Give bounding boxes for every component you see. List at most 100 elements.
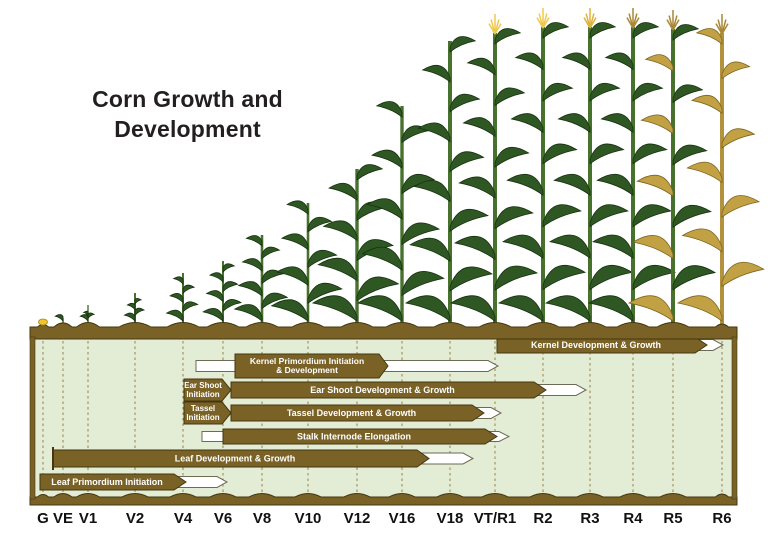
corn-leaf [632,204,672,228]
phase-tassel-development-growth: Tassel Development & Growth [230,404,503,422]
corn-leaf [587,295,634,322]
corn-plant-v10 [270,200,343,327]
corn-leaf [182,284,196,295]
corn-leaf [681,228,723,253]
corn-plant-vt-r1 [449,14,539,327]
corn-leaf [449,266,494,292]
corn-leaf [165,309,184,322]
corn-leaf [208,272,224,283]
corn-leaf [286,200,309,215]
tassel-branch [542,17,550,29]
corn-leaf [596,173,634,197]
corn-leaf [361,246,403,271]
corn-plant-v12 [311,164,400,327]
corn-leaf [542,264,587,291]
corn-leaf [280,233,309,251]
corn-leaf [449,93,481,113]
axis-label-r5: R5 [663,510,682,527]
corn-leaf [549,234,591,259]
corn-leaf [686,161,723,184]
corn-leaf [494,146,530,168]
ear-shoot-initiation-bar [183,378,232,402]
axis-label-v4: V4 [174,510,193,527]
corn-leaf [542,22,570,39]
axis-label-v12: V12 [344,510,371,527]
tassel-branch [589,17,597,29]
axis-label-v6: V6 [214,510,232,527]
corn-leaf [561,52,591,71]
corn-leaf [237,281,263,297]
corn-leaf [134,297,143,306]
phase-stalk-internode-elongation: Stalk Internode Elongation [201,428,511,445]
corn-leaf [632,143,668,165]
corn-seed-icon [38,318,48,326]
corn-leaf [494,87,526,107]
tassel-branch [494,23,502,35]
corn-plant-v6 [202,261,243,327]
corn-leaf [542,143,578,165]
axis-label-r2: R2 [533,510,552,527]
kernel-primordium-initiation-development-label-line2: & Development [276,365,338,375]
corn-leaf [589,143,625,165]
corn-leaf [589,82,621,102]
corn-plant-r5 [627,10,717,327]
corn-leaf [544,295,591,322]
corn-leaf [356,276,400,302]
corn-leaf [557,113,591,134]
tassel-icon [583,8,597,29]
corn-leaf [721,261,765,288]
corn-plant-v1 [79,305,96,327]
corn-plant-v2 [123,293,146,327]
corn-leaf [542,204,582,228]
corn-leaf [356,164,384,181]
kernel-primordium-initiation-development-label-line1: Kernel Primordium Initiation [250,356,364,366]
corn-leaf [494,206,534,230]
tassel-branch [721,23,729,35]
axis-label-v18: V18 [437,510,464,527]
corn-leaf [205,290,224,303]
diagram-title: Corn Growth and Development [40,84,335,144]
corn-leaf [632,22,660,39]
corn-leaf [134,307,146,317]
tassel-initiation-bar [183,401,232,425]
corn-leaf [690,94,723,115]
corn-leaf [494,28,522,45]
corn-leaf [370,149,403,169]
corn-leaf [169,293,184,304]
corn-leaf [510,113,544,134]
corn-leaf [404,295,451,322]
corn-leaf [449,208,489,233]
corn-leaf [328,182,358,201]
corn-leaf [632,264,677,291]
soil-band-top [29,322,738,340]
leaf-development-growth-label: Leaf Development & Growth [175,454,296,464]
corn-leaf [672,204,712,229]
corn-leaf [172,276,184,286]
corn-leaf [421,64,451,83]
corn-leaf [672,265,717,291]
corn-leaf [721,61,751,80]
tassel-branch [715,23,723,35]
corn-leaf [632,82,664,102]
corn-leaf [375,101,403,118]
corn-leaf [589,264,634,291]
corn-plant-r6 [676,14,765,327]
tassel-branch [536,17,544,29]
tassel-initiation-label-line1: Tassel [191,404,215,413]
corn-leaf [636,174,674,197]
corn-leaf [592,234,634,259]
axis-label-v16: V16 [389,510,416,527]
tassel-branch [666,19,674,31]
ear-shoot-development-growth-bar [230,381,547,399]
corn-leaf [672,144,708,166]
soil-band-bottom [29,493,738,506]
corn-plant-v18 [404,36,494,327]
axis-label-v10: V10 [295,510,322,527]
phase-kernel-development-growth: Kernel Development & Growth [496,336,725,354]
corn-leaf [307,249,338,269]
corn-leaf [458,176,496,199]
corn-leaf [241,258,263,272]
